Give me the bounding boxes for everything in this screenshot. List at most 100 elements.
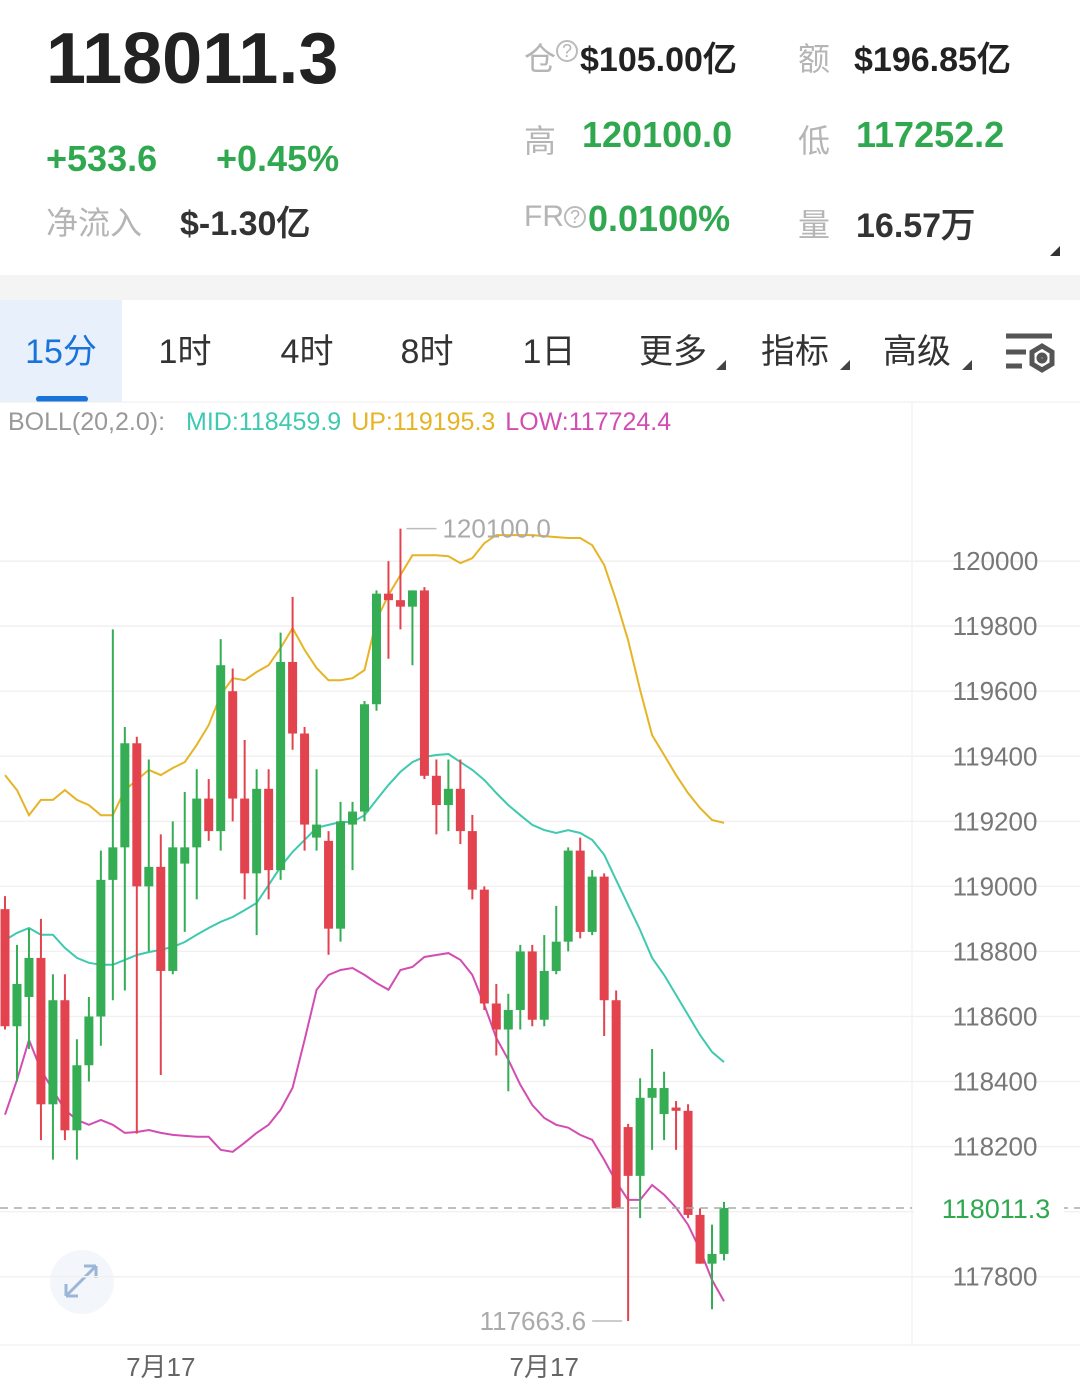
boll-label: BOLL(20,2.0):: [8, 408, 165, 436]
candle-body: [240, 798, 250, 874]
tab[interactable]: 指标: [761, 333, 829, 371]
tab[interactable]: 高级: [883, 333, 951, 371]
expand-corner[interactable]: [1050, 246, 1060, 256]
candle-body: [264, 788, 274, 871]
stat-label: 仓: [524, 41, 557, 77]
candle-body: [288, 661, 298, 734]
x-tick-label: 7月17: [126, 1352, 195, 1382]
low-annotation: 117663.6: [480, 1306, 587, 1336]
candle-body: [0, 909, 10, 1027]
candle-body: [96, 879, 106, 1017]
legend-entry: UP:119195.3: [351, 408, 495, 436]
candle-body: [527, 951, 537, 1020]
candle-body: [252, 788, 262, 874]
tab[interactable]: 更多: [639, 333, 707, 371]
legend-entry: LOW:117724.4: [505, 408, 671, 436]
candle-body: [168, 847, 178, 971]
y-tick-label: 119600: [953, 676, 1038, 706]
candle-body: [587, 876, 597, 932]
candle-body: [431, 775, 441, 806]
candle-body: [659, 1088, 669, 1115]
candle-body: [563, 850, 573, 942]
help-icon[interactable]: ?: [564, 206, 586, 228]
y-tick-label: 119200: [953, 806, 1038, 836]
candle-body: [695, 1214, 705, 1264]
inflow-label: 净流入: [46, 205, 143, 241]
active-tab-bg: [0, 300, 122, 402]
candle-body: [671, 1107, 681, 1111]
candle-body: [336, 821, 346, 929]
candle-body: [575, 850, 585, 932]
candle-body: [324, 840, 334, 929]
active-tab-indicator: [36, 396, 88, 402]
separator: [0, 275, 1080, 300]
stat-label: 量: [798, 207, 831, 243]
candle-body: [707, 1253, 717, 1264]
candle-body: [455, 788, 465, 832]
candle-body: [228, 691, 238, 799]
y-tick-label: 118800: [953, 936, 1038, 966]
legend-entry: MID:118459.9: [186, 408, 341, 436]
y-tick-label: 119800: [953, 611, 1038, 641]
change-pct: +0.45%: [216, 138, 340, 179]
inflow: $-1.30亿: [180, 205, 311, 243]
tab-decor: [716, 333, 1055, 373]
candle-body: [407, 590, 417, 607]
candle-body: [479, 889, 489, 1004]
candle-body: [72, 1065, 82, 1131]
last-price-label: 118011.3: [942, 1194, 1051, 1224]
candle-body: [647, 1088, 657, 1098]
tab[interactable]: 8时: [400, 333, 454, 371]
candle-body: [156, 866, 166, 971]
stat-value: 0.0100%: [588, 198, 731, 239]
candle-body: [312, 824, 322, 838]
y-tick-label: 119400: [953, 741, 1038, 771]
tab[interactable]: 1时: [158, 333, 212, 371]
stat-label: 额: [798, 41, 831, 77]
candle-body: [395, 600, 405, 607]
last-price-box: [914, 1188, 1064, 1227]
candle-body: [599, 876, 609, 1001]
y-tick-label: 118600: [953, 1001, 1038, 1031]
stat-label: FR: [524, 200, 564, 233]
candle-body: [491, 1003, 501, 1030]
fullscreen-icon: [64, 1264, 98, 1298]
help-icon[interactable]: ?: [556, 40, 578, 62]
candle-body: [635, 1097, 645, 1176]
candle-body: [24, 957, 34, 997]
stat-value: 16.57万: [856, 207, 976, 245]
tab[interactable]: 1日: [522, 333, 576, 371]
settings-icon[interactable]: [1006, 333, 1055, 373]
candle-body: [60, 1000, 70, 1131]
candle-body: [108, 847, 118, 880]
candle-body: [12, 983, 22, 1027]
tab[interactable]: 15分: [25, 333, 97, 371]
candle-body: [132, 743, 142, 887]
y-tick-label: 120000: [952, 546, 1039, 576]
dropdown-caret: [716, 360, 972, 370]
last-price: 118011.3: [46, 19, 339, 99]
candle-body: [683, 1110, 693, 1215]
change: +533.6: [46, 138, 158, 179]
candle-body: [48, 1000, 58, 1105]
candle-body: [300, 733, 310, 825]
boll-line: [4, 952, 725, 1302]
candle-body: [120, 743, 130, 848]
candle-body: [192, 798, 202, 848]
candle-body: [360, 704, 369, 812]
high-annotation: 120100.0: [442, 514, 550, 544]
x-tick-label: 7月17: [510, 1352, 579, 1382]
candle-body: [36, 957, 46, 1105]
stat-value: $196.85亿: [854, 41, 1011, 79]
stat-label: 高: [524, 123, 557, 159]
candle-body: [719, 1207, 729, 1254]
tab[interactable]: 4时: [280, 333, 334, 371]
candle-body: [551, 941, 561, 971]
candle-body: [144, 866, 154, 887]
stat-value: 117252.2: [856, 114, 1005, 155]
stat-value: $105.00亿: [580, 41, 737, 79]
candle-body: [419, 590, 429, 776]
candle-body: [276, 661, 286, 871]
y-tick-label: 118200: [953, 1132, 1038, 1162]
